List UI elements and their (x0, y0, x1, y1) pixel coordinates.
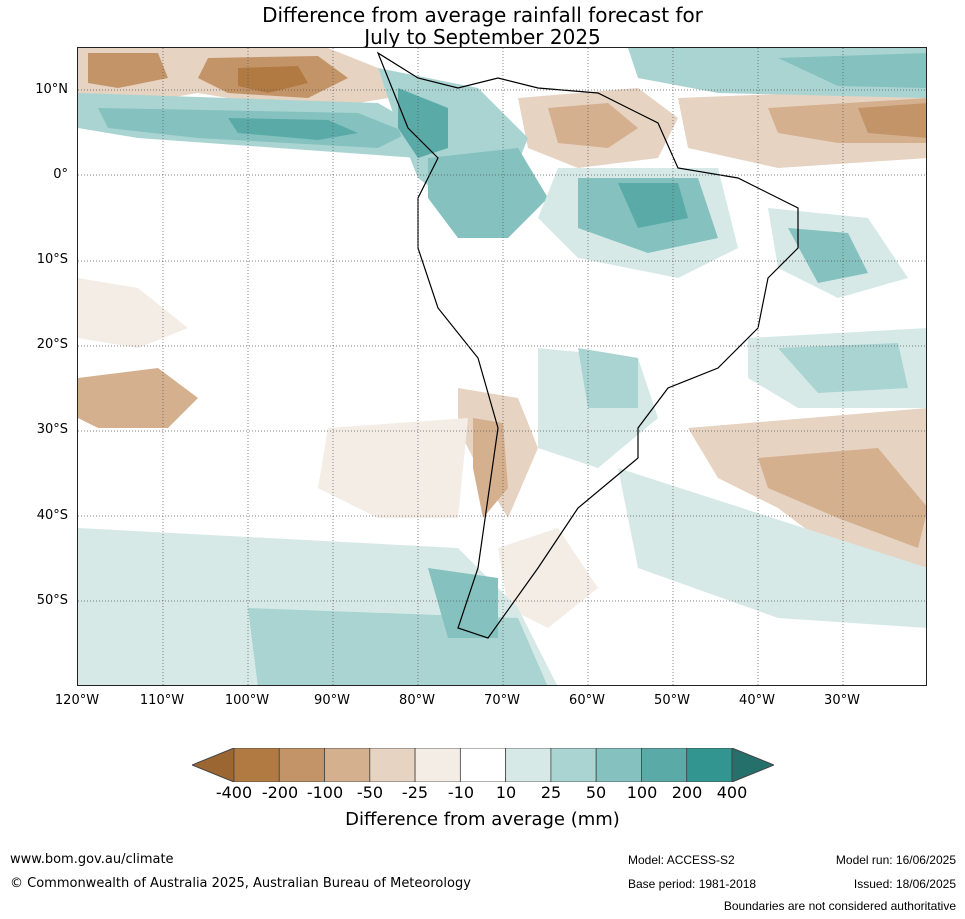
lat-label-10s: 10°S (36, 252, 68, 267)
south-america-coastline (376, 51, 799, 639)
model-text: Model: ACCESS-S2 (628, 853, 735, 867)
lon-label-110w: 110°W (139, 693, 185, 708)
lon-label-40w: 40°W (739, 693, 775, 708)
lon-label-120w: 120°W (54, 693, 100, 708)
colorbar-tick: 400 (716, 783, 748, 802)
lat-label-20s: 20°S (36, 337, 68, 352)
colorbar-segment (324, 748, 371, 782)
colorbar (192, 748, 774, 782)
colorbar-tick: -200 (261, 783, 299, 802)
colorbar-tick: 10 (495, 783, 517, 802)
lat-label-50s: 50°S (36, 593, 68, 608)
model-run-text: Model run: 16/06/2025 (835, 853, 956, 867)
lat-label-10n: 10°N (35, 82, 68, 97)
title-line-1: Difference from average rainfall forecas… (262, 3, 703, 27)
lon-label-80w: 80°W (399, 693, 435, 708)
wetter-regions (78, 48, 926, 685)
colorbar-segment (414, 748, 461, 782)
drier-regions (78, 48, 926, 628)
colorbar-segment (641, 748, 688, 782)
colorbar-tick: 200 (671, 783, 703, 802)
lon-label-90w: 90°W (314, 693, 350, 708)
colorbar-segment (278, 748, 325, 782)
colorbar-segment (233, 748, 280, 782)
colorbar-segment (550, 748, 597, 782)
website-link[interactable]: www.bom.gov.au/climate (10, 852, 174, 867)
colorbar-label: Difference from average (mm) (345, 809, 620, 830)
colorbar-tick: -25 (401, 783, 429, 802)
colorbar-segment (505, 748, 552, 782)
colorbar-min-arrow (192, 748, 235, 782)
colorbar-tick: 25 (540, 783, 562, 802)
lat-label-0: 0° (53, 167, 68, 182)
lat-label-30s: 30°S (36, 422, 68, 437)
colorbar-segments (233, 748, 733, 782)
graticule (78, 48, 926, 685)
issued-text: Issued: 18/06/2025 (853, 877, 956, 891)
map-svg (78, 48, 926, 685)
title-line-2: July to September 2025 (364, 25, 601, 49)
copyright-text: © Commonwealth of Australia 2025, Austra… (10, 876, 471, 891)
colorbar-segment (369, 748, 416, 782)
map-title: Difference from average rainfall forecas… (0, 4, 965, 48)
lon-label-50w: 50°W (654, 693, 690, 708)
lon-label-30w: 30°W (824, 693, 860, 708)
lon-label-70w: 70°W (484, 693, 520, 708)
colorbar-segment (686, 748, 733, 782)
lat-label-40s: 40°S (36, 508, 68, 523)
colorbar-tick: -50 (356, 783, 384, 802)
colorbar-max-arrow (731, 748, 774, 782)
colorbar-tick: 50 (585, 783, 607, 802)
lon-label-100w: 100°W (224, 693, 270, 708)
colorbar-tick: -400 (215, 783, 253, 802)
lon-label-60w: 60°W (569, 693, 605, 708)
colorbar-segment (595, 748, 642, 782)
rainfall-map (77, 47, 927, 686)
boundaries-note: Boundaries are not considered authoritat… (723, 899, 956, 913)
colorbar-segment (459, 748, 507, 782)
colorbar-tick: -10 (447, 783, 475, 802)
colorbar-tick: -100 (306, 783, 344, 802)
colorbar-tick: 100 (626, 783, 658, 802)
base-period-text: Base period: 1981-2018 (628, 877, 757, 891)
